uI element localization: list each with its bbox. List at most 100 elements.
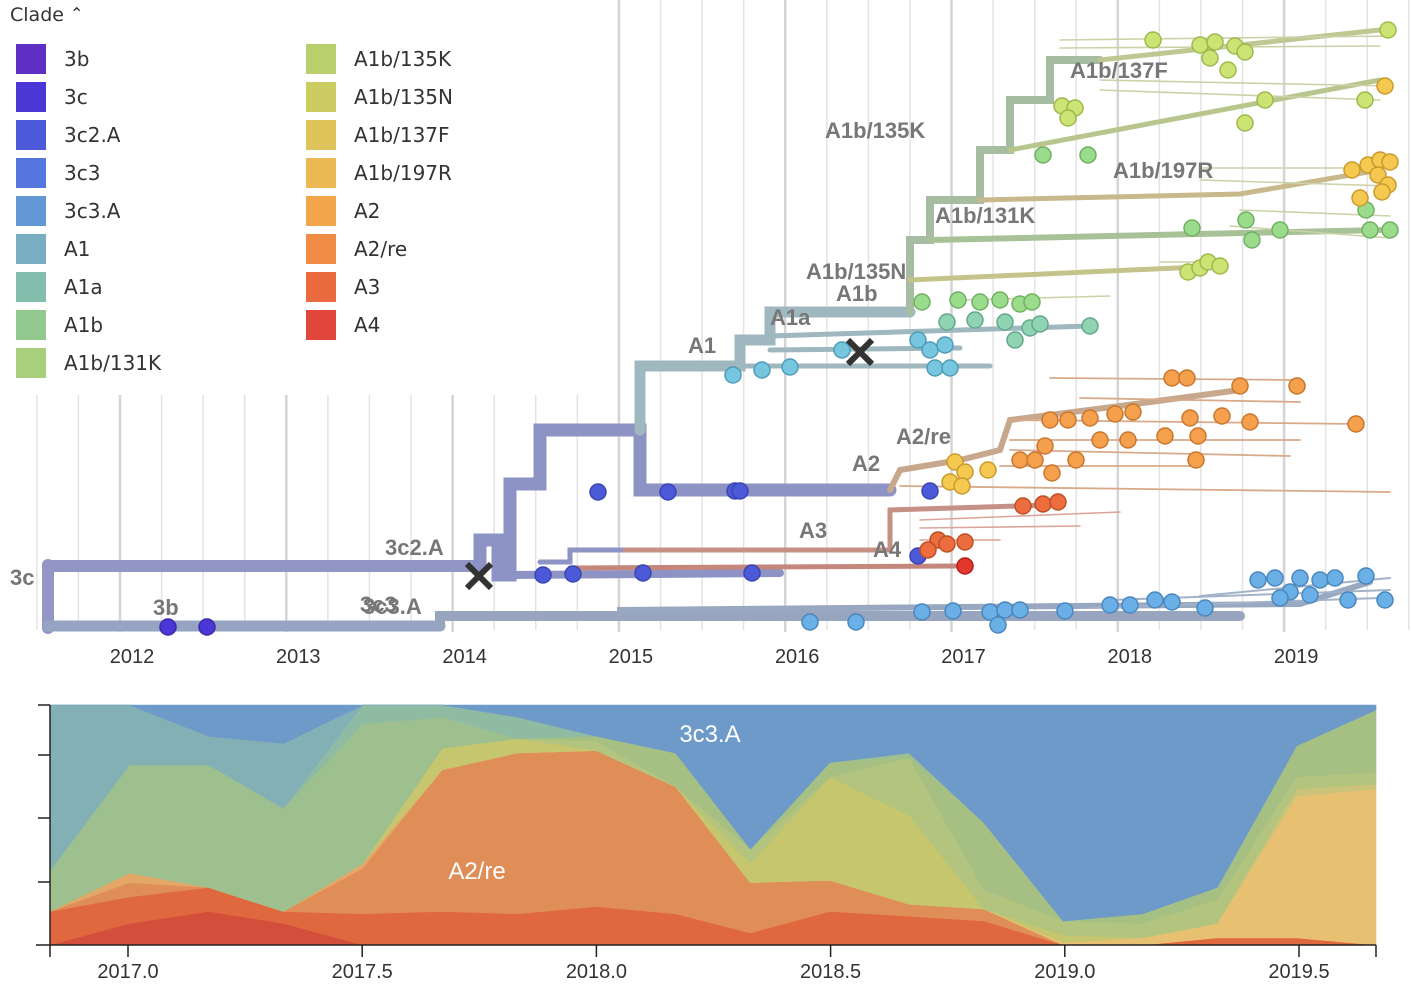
tip-node[interactable] — [1035, 496, 1051, 512]
legend-item[interactable]: 3c — [16, 80, 88, 114]
tip-node[interactable] — [660, 484, 676, 500]
legend-item[interactable]: 3c3.A — [16, 194, 120, 228]
tip-node[interactable] — [1188, 452, 1204, 468]
legend-item[interactable]: A1a — [16, 270, 103, 304]
tip-node[interactable] — [1220, 62, 1236, 78]
tip-node[interactable] — [1237, 115, 1253, 131]
tip-node[interactable] — [950, 292, 966, 308]
tip-node[interactable] — [1027, 452, 1043, 468]
legend-item[interactable]: 3c2.A — [16, 118, 120, 152]
tip-node[interactable] — [1214, 408, 1230, 424]
tip-node[interactable] — [1357, 92, 1373, 108]
tip-node[interactable] — [1272, 222, 1288, 238]
tip-node[interactable] — [945, 603, 961, 619]
tip-node[interactable] — [920, 542, 936, 558]
tip-node[interactable] — [1182, 410, 1198, 426]
tip-node[interactable] — [1164, 370, 1180, 386]
tip-node[interactable] — [922, 483, 938, 499]
legend-item[interactable]: A1 — [16, 232, 90, 266]
tip-node[interactable] — [1244, 232, 1260, 248]
tip-node[interactable] — [1015, 498, 1031, 514]
legend-item[interactable]: A3 — [306, 270, 380, 304]
tip-node[interactable] — [834, 342, 850, 358]
branch-a1b-135n[interactable] — [910, 266, 1220, 280]
tip-node[interactable] — [1380, 22, 1396, 38]
legend-item[interactable]: A1b/135K — [306, 42, 451, 76]
legend-item[interactable]: A1b/131K — [16, 346, 161, 380]
tip-node[interactable] — [732, 483, 748, 499]
tip-node[interactable] — [980, 462, 996, 478]
tip-node[interactable] — [942, 360, 958, 376]
tip-node[interactable] — [939, 536, 955, 552]
tip-node[interactable] — [957, 558, 973, 574]
tip-node[interactable] — [725, 367, 741, 383]
legend-item[interactable]: A2 — [306, 194, 380, 228]
tip-node[interactable] — [1190, 428, 1206, 444]
tip-node[interactable] — [1164, 594, 1180, 610]
tip-node[interactable] — [957, 464, 973, 480]
tip-node[interactable] — [1242, 414, 1258, 430]
tip-node[interactable] — [744, 565, 760, 581]
tip-node[interactable] — [957, 534, 973, 550]
tip-node[interactable] — [848, 614, 864, 630]
tip-node[interactable] — [1157, 428, 1173, 444]
tip-node[interactable] — [1032, 316, 1048, 332]
legend-item[interactable]: 3c3 — [16, 156, 100, 190]
tip-node[interactable] — [1312, 572, 1328, 588]
tip-node[interactable] — [1202, 50, 1218, 66]
tip-node[interactable] — [1344, 162, 1360, 178]
tip-node[interactable] — [1232, 378, 1248, 394]
tip-node[interactable] — [635, 565, 651, 581]
tip-node[interactable] — [1082, 410, 1098, 426]
tip-node[interactable] — [1044, 465, 1060, 481]
tip-node[interactable] — [990, 617, 1006, 633]
tip-node[interactable] — [997, 314, 1013, 330]
tip-node[interactable] — [1238, 212, 1254, 228]
tip-node[interactable] — [1120, 432, 1136, 448]
tip-node[interactable] — [199, 619, 215, 635]
tip-node[interactable] — [1092, 432, 1108, 448]
tip-node[interactable] — [1382, 222, 1398, 238]
tip-node[interactable] — [565, 566, 581, 582]
tip-node[interactable] — [1060, 110, 1076, 126]
tip-node[interactable] — [535, 567, 551, 583]
tip-node[interactable] — [1012, 452, 1028, 468]
tip-node[interactable] — [1197, 600, 1213, 616]
legend-item[interactable]: 3b — [16, 42, 89, 76]
tip-node[interactable] — [1292, 570, 1308, 586]
branch-3c3[interactable] — [440, 616, 1240, 626]
tip-node[interactable] — [922, 342, 938, 358]
tip-node[interactable] — [1012, 602, 1028, 618]
tip-node[interactable] — [1377, 78, 1393, 94]
tip-node[interactable] — [1082, 318, 1098, 334]
tip-node[interactable] — [1362, 222, 1378, 238]
tip-node[interactable] — [1340, 592, 1356, 608]
tip-node[interactable] — [590, 484, 606, 500]
tip-node[interactable] — [1125, 404, 1141, 420]
tip-node[interactable] — [1102, 597, 1118, 613]
tip-node[interactable] — [1057, 603, 1073, 619]
chevron-up-icon[interactable]: ⌃ — [70, 4, 83, 23]
tip-node[interactable] — [997, 602, 1013, 618]
tip-node[interactable] — [1237, 44, 1253, 60]
legend-item[interactable]: A1b/197R — [306, 156, 452, 190]
tip-node[interactable] — [1374, 184, 1390, 200]
tip-node[interactable] — [1250, 572, 1266, 588]
tip-node[interactable] — [782, 359, 798, 375]
tip-node[interactable] — [1147, 592, 1163, 608]
tip-node[interactable] — [927, 360, 943, 376]
tip-node[interactable] — [160, 619, 176, 635]
tip-node[interactable] — [1267, 570, 1283, 586]
tip-node[interactable] — [914, 294, 930, 310]
legend-item[interactable]: A2/re — [306, 232, 407, 266]
tip-node[interactable] — [939, 314, 955, 330]
tip-node[interactable] — [1358, 568, 1374, 584]
tip-node[interactable] — [1107, 406, 1123, 422]
legend-item[interactable]: A1b/135N — [306, 80, 453, 114]
tip-node[interactable] — [954, 478, 970, 494]
tip-node[interactable] — [914, 604, 930, 620]
tip-node[interactable] — [1257, 92, 1273, 108]
tip-node[interactable] — [1068, 452, 1084, 468]
branch-3c2a[interactable] — [480, 430, 890, 575]
legend-item[interactable]: A1b — [16, 308, 103, 342]
